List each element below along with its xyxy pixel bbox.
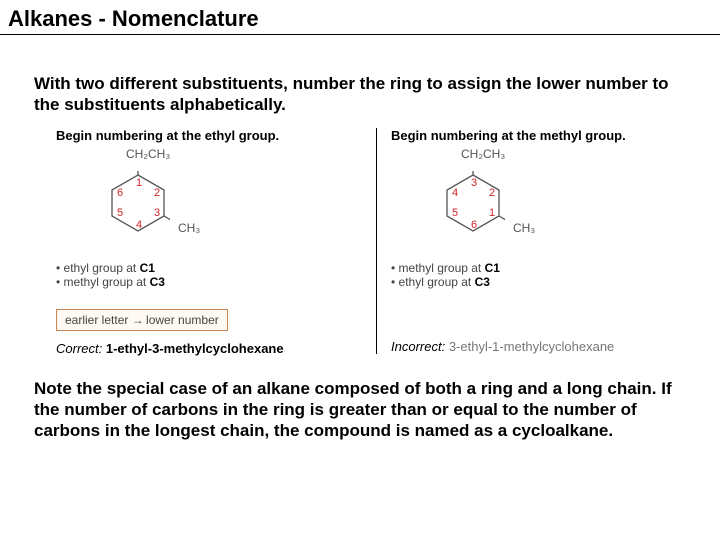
right-panel: Begin numbering at the methyl group. CH₂… <box>376 128 691 354</box>
n: 5 <box>117 207 123 219</box>
left-begin: Begin numbering at the ethyl group. <box>56 128 356 143</box>
n: 5 <box>452 207 458 219</box>
rule-text: earlier letter → lower number <box>65 313 219 327</box>
left-panel: Begin numbering at the ethyl group. CH₂C… <box>56 128 356 356</box>
n: 2 <box>154 187 160 199</box>
page-title: Alkanes - Nomenclature <box>0 0 720 35</box>
verdict-name: 3-ethyl-1-methylcyclohexane <box>449 339 614 354</box>
n: 6 <box>471 219 477 231</box>
diagram-area: Begin numbering at the ethyl group. CH₂C… <box>56 128 686 366</box>
right-bullets: methyl group at C1 ethyl group at C3 <box>391 261 691 289</box>
n: 1 <box>136 177 142 189</box>
n: 3 <box>154 207 160 219</box>
left-verdict: Correct: 1-ethyl-3-methylcyclohexane <box>56 341 356 356</box>
right-molecule: CH₂CH₃ CH₃ 1 2 3 4 5 6 <box>441 149 691 259</box>
verdict-label: Correct: <box>56 341 102 356</box>
intro-text: With two different substituents, number … <box>0 73 720 116</box>
n: 6 <box>117 187 123 199</box>
n: 1 <box>489 207 495 219</box>
rule-box: earlier letter → lower number <box>56 309 228 331</box>
list-item: ethyl group at C1 <box>56 261 356 275</box>
right-sub-side: CH₃ <box>513 221 535 235</box>
n: 4 <box>452 187 458 199</box>
n: 3 <box>471 177 477 189</box>
n: 4 <box>136 219 142 231</box>
list-item: ethyl group at C3 <box>391 275 691 289</box>
verdict-name: 1-ethyl-3-methylcyclohexane <box>106 341 284 356</box>
left-bullets: ethyl group at C1 methyl group at C3 <box>56 261 356 289</box>
right-verdict: Incorrect: 3-ethyl-1-methylcyclohexane <box>391 339 691 354</box>
left-sub-top: CH₂CH₃ <box>126 147 170 161</box>
n: 2 <box>489 187 495 199</box>
right-begin: Begin numbering at the methyl group. <box>391 128 691 143</box>
list-item: methyl group at C1 <box>391 261 691 275</box>
list-item: methyl group at C3 <box>56 275 356 289</box>
left-sub-side: CH₃ <box>178 221 200 235</box>
verdict-label: Incorrect: <box>391 339 445 354</box>
left-molecule: CH₂CH₃ CH₃ 1 2 3 4 5 6 <box>106 149 356 259</box>
note-text: Note the special case of an alkane compo… <box>0 378 720 442</box>
right-sub-top: CH₂CH₃ <box>461 147 505 161</box>
